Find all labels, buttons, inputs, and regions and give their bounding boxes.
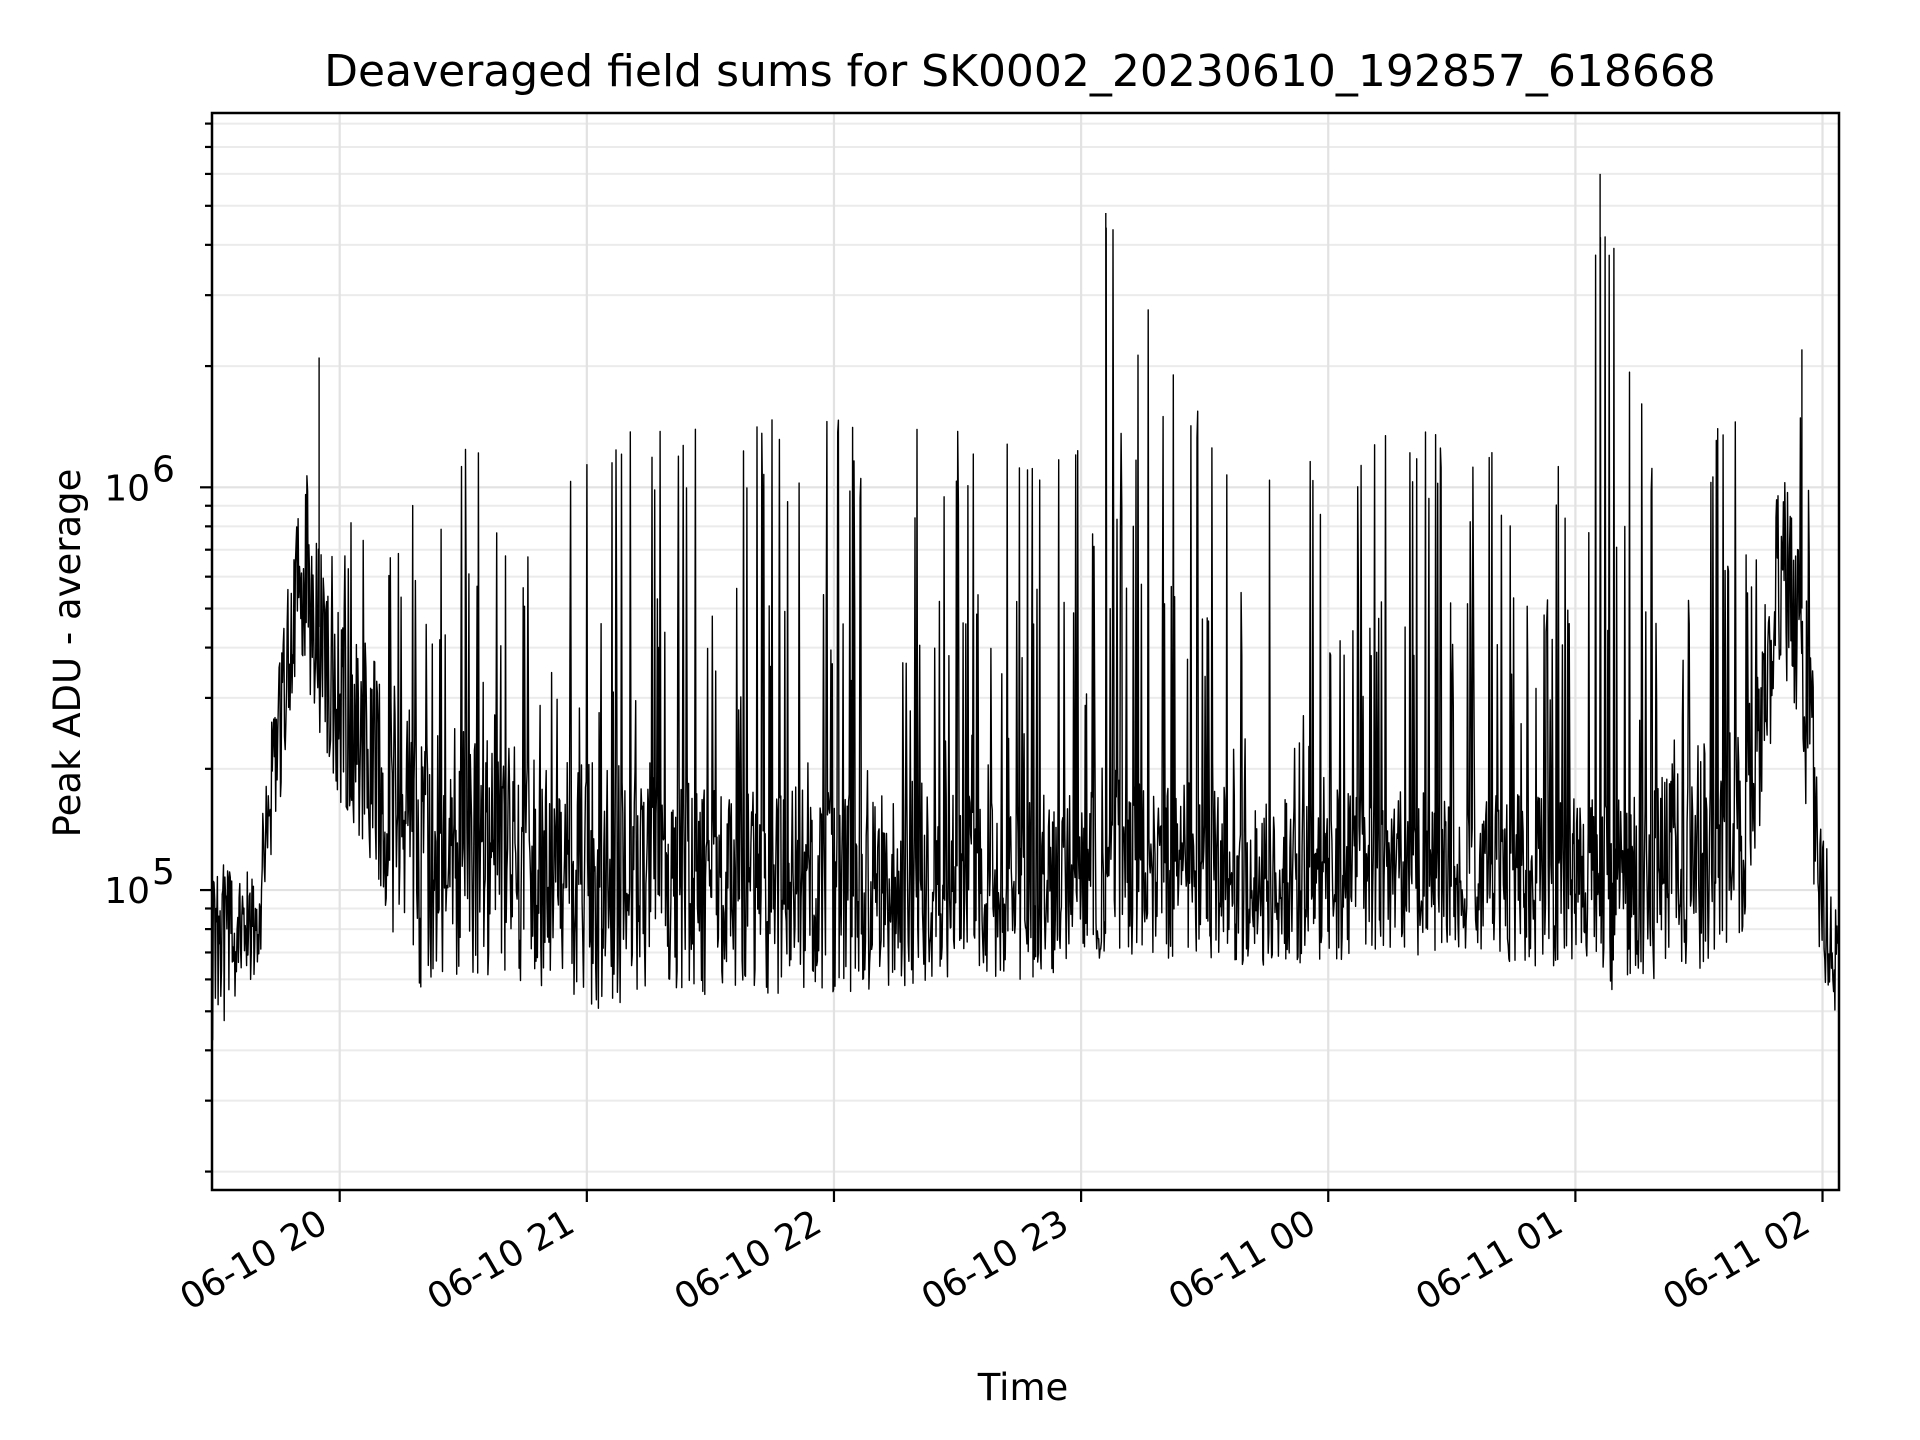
x-axis-label: Time <box>977 1366 1069 1409</box>
y-tick-exponent: 5 <box>152 852 175 893</box>
y-tick-base: 10 <box>104 468 150 509</box>
y-tick-label: 10 <box>104 468 150 509</box>
y-tick-base: 10 <box>104 871 150 912</box>
chart-title: Deaveraged field sums for SK0002_2023061… <box>324 46 1716 97</box>
series-line <box>211 173 1840 1041</box>
y-tick-exponent: 6 <box>152 449 175 490</box>
series-layer <box>211 173 1840 1041</box>
y-axis-label: Peak ADU - average <box>46 469 89 838</box>
plot-frame <box>210 111 1841 1192</box>
y-tick-label: 10 <box>104 871 150 912</box>
